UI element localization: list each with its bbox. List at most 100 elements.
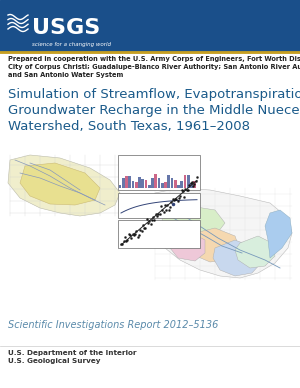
Polygon shape (170, 233, 205, 261)
Point (147, 218, 152, 224)
Point (151, 214, 156, 220)
Polygon shape (8, 155, 120, 216)
Bar (161, 183, 164, 188)
Point (152, 217, 157, 223)
Text: Prepared in cooperation with the U.S. Army Corps of Engineers, Fort Worth Distri: Prepared in cooperation with the U.S. Ar… (8, 56, 300, 78)
Point (146, 220, 151, 226)
Text: science for a changing world: science for a changing world (32, 42, 111, 47)
Point (156, 211, 161, 217)
Point (178, 193, 183, 199)
Polygon shape (20, 163, 100, 205)
Bar (167, 175, 170, 188)
Bar (164, 182, 167, 188)
Point (175, 198, 180, 204)
Point (158, 203, 163, 209)
Point (193, 177, 198, 184)
Text: USGS: USGS (32, 18, 100, 38)
Point (139, 227, 144, 234)
Point (173, 196, 178, 203)
Point (184, 187, 189, 194)
Point (126, 230, 131, 237)
Point (169, 199, 174, 205)
Bar (132, 181, 134, 188)
Point (118, 241, 123, 247)
Bar (177, 185, 180, 188)
Bar (145, 180, 147, 188)
Point (129, 234, 134, 241)
Point (122, 234, 127, 240)
Polygon shape (213, 240, 262, 276)
Point (177, 195, 182, 201)
Polygon shape (265, 210, 292, 258)
Point (165, 202, 170, 208)
Point (180, 188, 185, 194)
Point (130, 230, 135, 237)
Bar (148, 185, 151, 188)
Bar (0, 0, 300, 52)
Text: Simulation of Streamflow, Evapotranspiration, and
Groundwater Recharge in the Mi: Simulation of Streamflow, Evapotranspira… (8, 88, 300, 133)
Point (183, 186, 188, 192)
Bar (171, 178, 173, 188)
Bar (128, 176, 131, 188)
Bar (174, 180, 177, 188)
Point (133, 231, 138, 237)
Bar (158, 178, 160, 188)
Bar (118, 155, 200, 190)
Bar (194, 182, 196, 188)
Point (179, 187, 184, 194)
Point (125, 237, 130, 243)
Bar (138, 177, 141, 188)
Point (162, 202, 167, 208)
Point (170, 196, 175, 202)
Point (167, 204, 172, 210)
Point (131, 232, 136, 239)
Point (144, 216, 149, 222)
Bar (187, 175, 190, 188)
Point (195, 174, 200, 180)
Point (192, 180, 197, 187)
Point (124, 238, 129, 244)
Polygon shape (235, 236, 275, 268)
Point (189, 179, 194, 185)
Point (121, 238, 126, 244)
Bar (151, 178, 154, 188)
Bar (154, 174, 157, 188)
Point (153, 211, 158, 217)
Point (120, 241, 125, 248)
Bar (122, 178, 124, 188)
Bar (190, 183, 193, 188)
Point (155, 213, 160, 219)
Point (187, 182, 192, 188)
Point (157, 211, 162, 217)
Point (174, 196, 179, 202)
Bar (119, 185, 121, 188)
Point (182, 194, 187, 200)
Point (135, 234, 140, 240)
Point (161, 209, 166, 215)
Polygon shape (190, 228, 240, 262)
Point (166, 207, 171, 213)
Polygon shape (162, 206, 225, 240)
Point (171, 196, 176, 203)
Bar (141, 179, 144, 188)
Point (143, 225, 148, 232)
Point (128, 232, 132, 238)
Point (138, 227, 143, 233)
Point (136, 232, 141, 238)
Text: Scientific Investigations Report 2012–5136: Scientific Investigations Report 2012–51… (8, 320, 218, 330)
Bar (180, 181, 183, 188)
Point (142, 225, 147, 231)
Bar (184, 175, 186, 188)
Point (186, 187, 190, 193)
Point (148, 221, 153, 227)
Text: U.S. Department of the Interior
U.S. Geological Survey: U.S. Department of the Interior U.S. Geo… (8, 350, 136, 364)
Point (188, 180, 193, 186)
Bar (118, 193, 200, 218)
Polygon shape (150, 188, 292, 278)
Point (160, 207, 165, 213)
Point (134, 228, 139, 234)
Bar (125, 177, 128, 188)
Bar (135, 182, 138, 188)
Point (164, 207, 169, 213)
Point (191, 183, 196, 189)
